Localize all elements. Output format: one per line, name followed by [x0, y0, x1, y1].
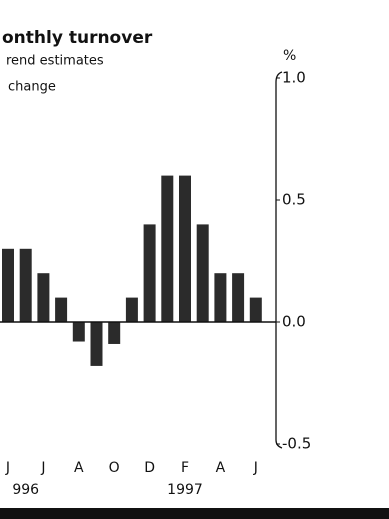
y-axis-line: [275, 71, 283, 449]
y-tick-label: 0.0: [282, 313, 306, 331]
bar: [37, 273, 50, 322]
bar: [232, 273, 245, 322]
x-tick-label: J: [253, 460, 258, 476]
y-tick-label: -0.5: [282, 435, 311, 453]
bar: [249, 297, 262, 322]
bottom-border: [0, 508, 389, 519]
x-tick-label: F: [181, 460, 189, 476]
x-tick-label: O: [109, 460, 120, 476]
bar: [108, 322, 121, 344]
bar: [214, 273, 227, 322]
y-tick-label: 0.5: [282, 191, 306, 209]
year-label: 996: [12, 482, 39, 498]
bar: [125, 297, 138, 322]
x-tick-label: A: [216, 460, 226, 476]
bar: [55, 297, 68, 322]
bar: [179, 175, 191, 322]
x-tick-label: D: [144, 460, 155, 476]
x-tick-label: J: [40, 460, 45, 476]
bar: [72, 322, 85, 342]
bar: [90, 322, 103, 366]
bar: [196, 224, 209, 322]
bar: [19, 248, 32, 322]
bar: [2, 248, 14, 322]
bar: [143, 224, 156, 322]
y-tick-label: 1.0: [282, 69, 306, 87]
unit-label: %: [283, 48, 296, 64]
x-tick-label: J: [5, 460, 10, 476]
chart-title: onthly turnover: [2, 28, 153, 48]
y-axis-title: change: [8, 80, 56, 95]
x-tick-label: A: [74, 460, 84, 476]
year-label: 1997: [167, 482, 203, 498]
bar: [161, 175, 174, 322]
chart-subtitle: rend estimates: [6, 54, 104, 69]
